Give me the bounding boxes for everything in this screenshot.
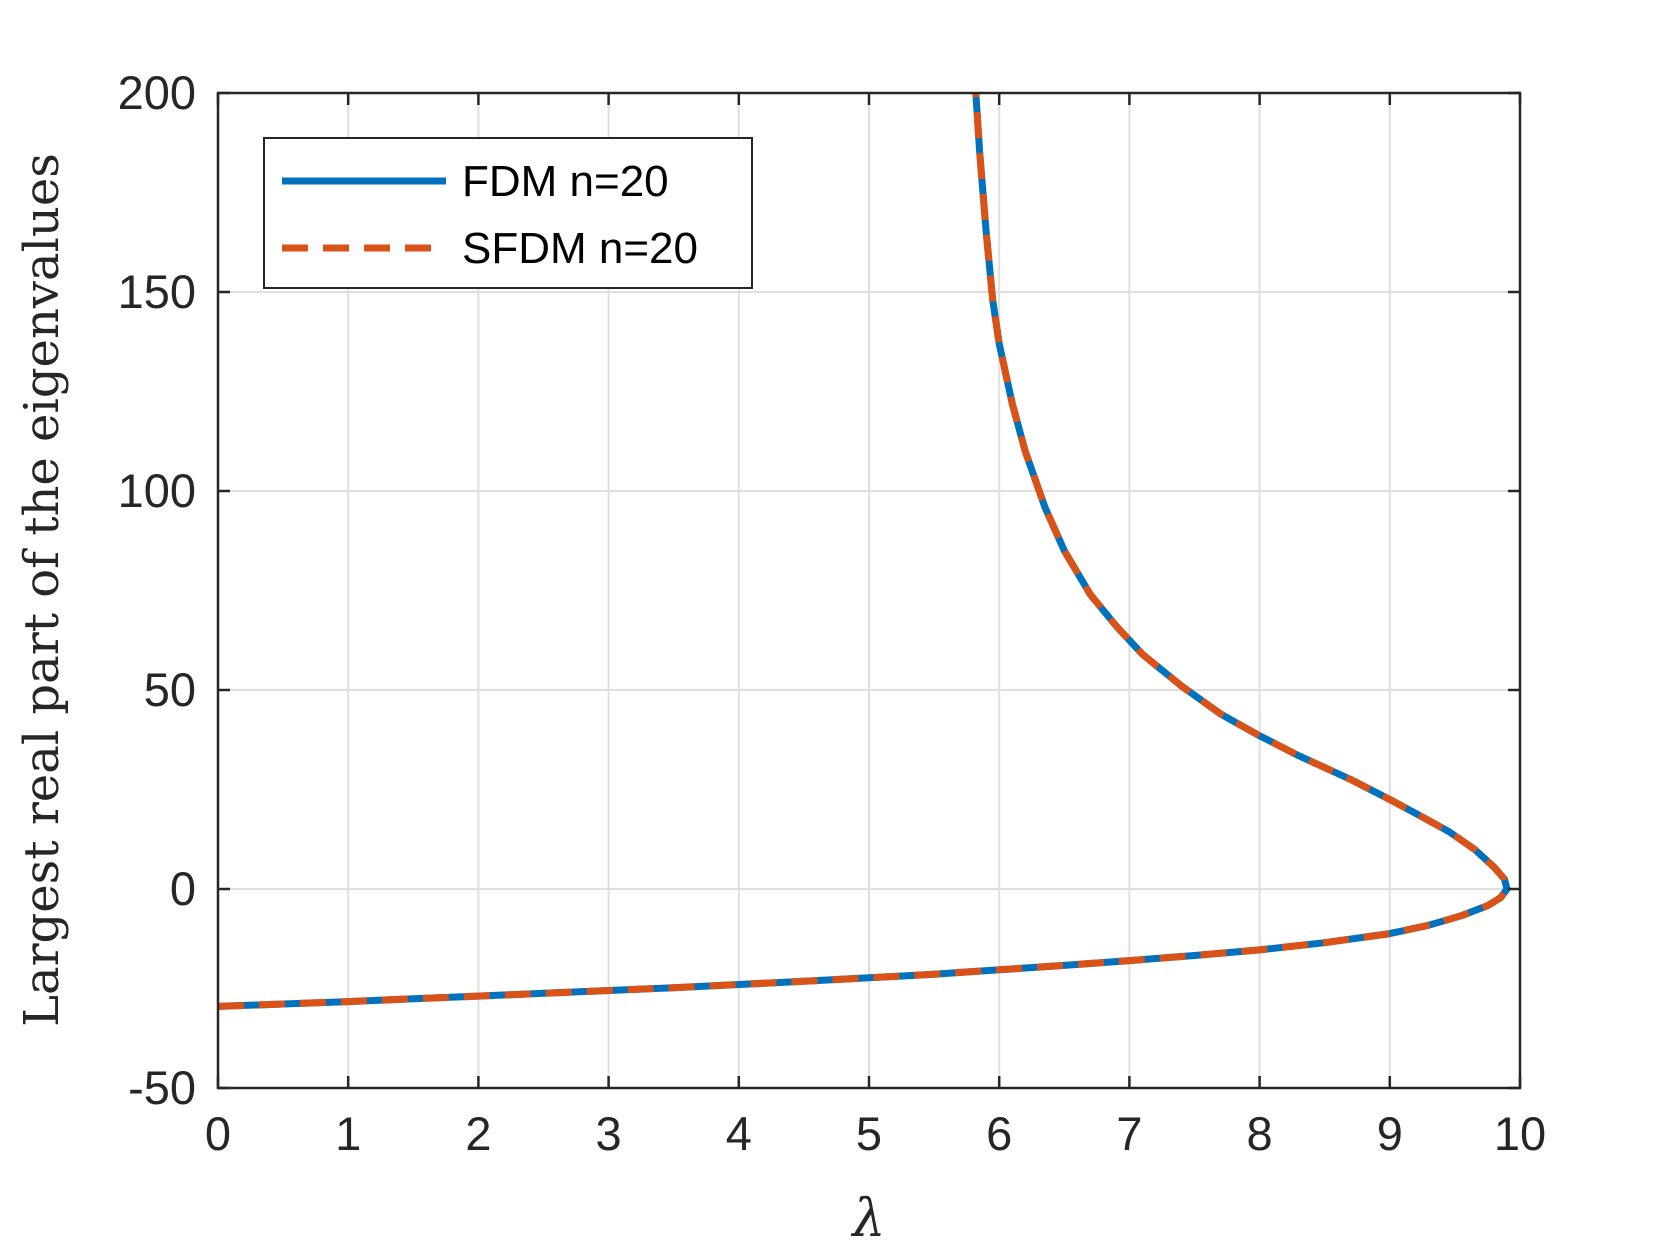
x-tick-label: 10: [1494, 1107, 1546, 1160]
ticks: [216, 91, 1522, 1090]
legend-label-fdm: FDM n=20: [462, 157, 669, 206]
x-tick-label: 8: [1247, 1107, 1273, 1160]
x-tick-label: 9: [1377, 1107, 1403, 1160]
grid: [218, 93, 1520, 1088]
y-tick-label: 100: [118, 464, 196, 517]
y-tick-label: 50: [144, 663, 196, 716]
x-tick-label: 3: [596, 1107, 622, 1160]
legend: FDM n=20 SFDM n=20: [263, 137, 753, 289]
y-axis-title: Largest real part of the eigenvalues: [14, 153, 70, 1027]
x-tick-label: 5: [856, 1107, 882, 1160]
series-layer: [217, 92, 1511, 1010]
legend-box: [263, 137, 753, 289]
x-tick-label: 2: [465, 1107, 491, 1160]
x-tick-label: 4: [726, 1107, 752, 1160]
x-axis-title: λ: [851, 1189, 886, 1246]
x-tick-label: 1: [335, 1107, 361, 1160]
series-line-sfdm: [217, 92, 1511, 1010]
x-tick-label: 7: [1116, 1107, 1142, 1160]
y-tick-label: -50: [128, 1061, 196, 1114]
y-tick-label: 0: [170, 862, 196, 915]
x-tick-label: 6: [986, 1107, 1012, 1160]
legend-label-sfdm: SFDM n=20: [462, 224, 698, 273]
x-tick-label: 0: [205, 1107, 231, 1160]
y-tick-label: 200: [118, 66, 196, 119]
y-tick-label: 150: [118, 265, 196, 318]
